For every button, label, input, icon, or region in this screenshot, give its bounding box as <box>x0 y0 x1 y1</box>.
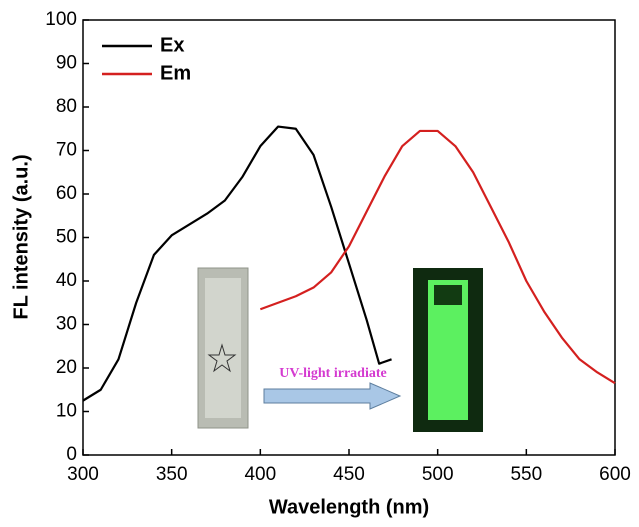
star-mark <box>207 343 237 373</box>
x-tick-label: 300 <box>67 464 99 485</box>
x-tick-label: 500 <box>422 464 454 485</box>
y-tick-label: 100 <box>45 9 77 30</box>
inset-images <box>197 267 483 432</box>
legend-label: Em <box>160 62 191 84</box>
legend-label: Ex <box>160 34 184 56</box>
annotation: UV-light irradiate <box>279 366 386 381</box>
x-tick-label: 400 <box>244 464 276 485</box>
series-line <box>259 129 616 385</box>
y-tick-label: 0 <box>66 444 77 465</box>
x-tick-label: 350 <box>156 464 188 485</box>
y-tick-label: 50 <box>56 227 77 248</box>
x-tick-label: 600 <box>599 464 631 485</box>
y-tick-label: 20 <box>56 357 77 378</box>
y-tick-label: 10 <box>56 401 77 422</box>
x-tick-label: 550 <box>510 464 542 485</box>
y-tick-label: 70 <box>56 140 77 161</box>
x-axis-label: Wavelength (nm) <box>269 496 429 518</box>
y-tick-label: 80 <box>56 96 77 117</box>
x-tick-label: 450 <box>333 464 365 485</box>
arrow <box>263 382 402 410</box>
series-line <box>82 125 392 402</box>
y-axis-label: FL intensity (a.u.) <box>10 154 32 319</box>
y-tick-label: 40 <box>56 270 77 291</box>
y-tick-label: 30 <box>56 314 77 335</box>
y-tick-label: 90 <box>56 53 77 74</box>
y-tick-label: 60 <box>56 183 77 204</box>
cuvette-top <box>434 285 462 305</box>
